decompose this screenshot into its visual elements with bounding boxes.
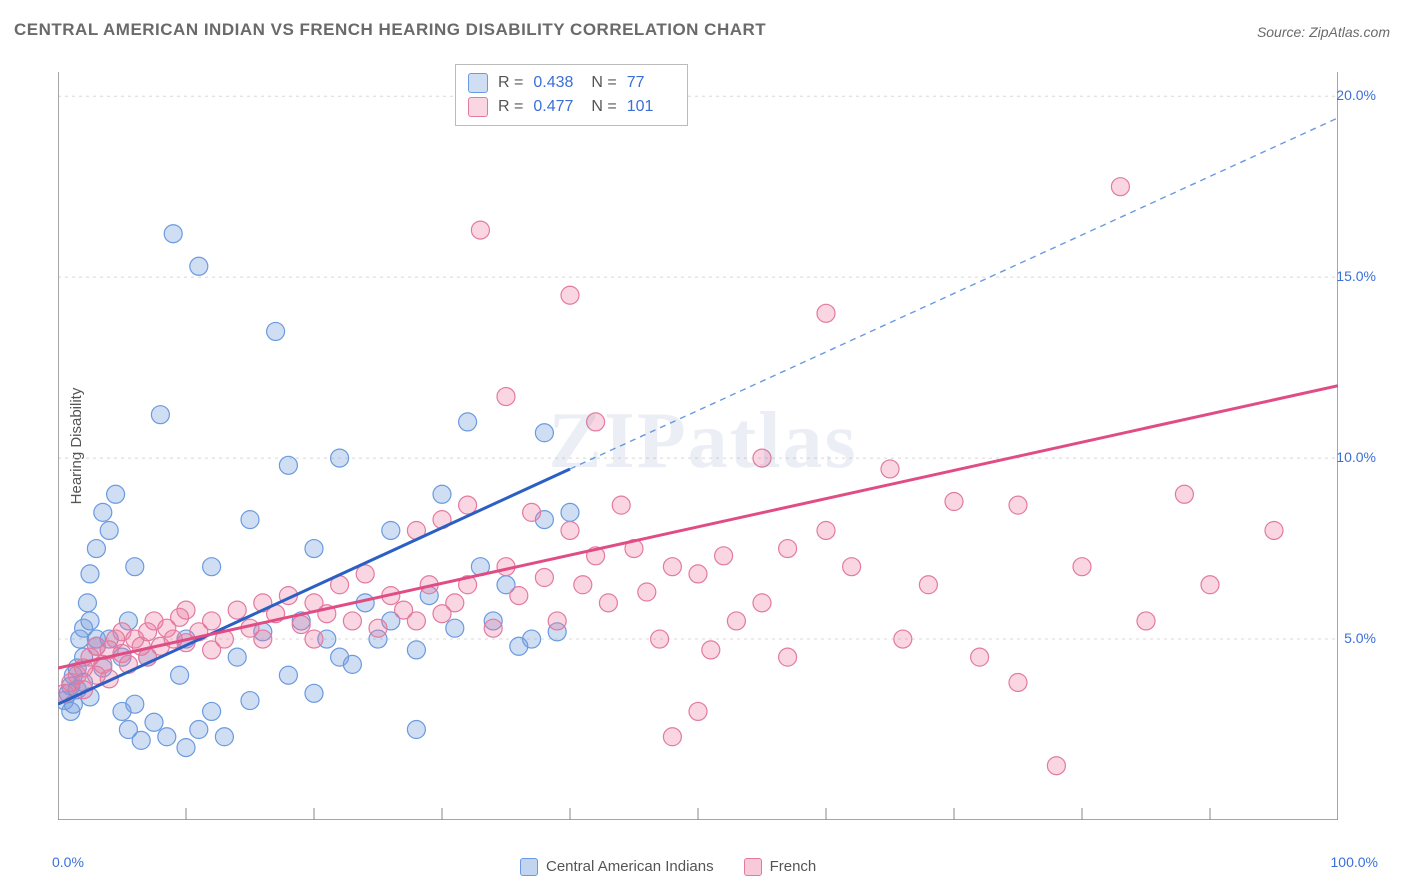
y-tick-label: 20.0% [1336,87,1376,103]
x-tick-label-min: 0.0% [52,854,84,870]
stat-value-r: 0.477 [533,95,581,119]
legend-series: Central American Indians French [520,858,816,876]
stat-value-n: 101 [627,95,675,119]
legend-item: Central American Indians [520,858,714,876]
legend-stats-box: R = 0.438 N = 77 R = 0.477 N = 101 [455,64,688,126]
y-tick-label: 15.0% [1336,268,1376,284]
legend-label: Central American Indians [546,858,714,875]
legend-swatch [468,73,488,93]
legend-stat-row: R = 0.477 N = 101 [468,95,675,119]
stat-value-n: 77 [627,71,675,95]
legend-label: French [770,858,817,875]
chart-title: CENTRAL AMERICAN INDIAN VS FRENCH HEARIN… [14,20,766,40]
stat-label-r: R = [498,95,523,119]
source-label: Source: ZipAtlas.com [1257,24,1390,40]
stat-label-r: R = [498,71,523,95]
scatter-svg [58,60,1338,820]
stat-label-n: N = [591,71,616,95]
x-tick-label-max: 100.0% [1331,854,1378,870]
plot-area [58,60,1338,820]
legend-swatch [744,858,762,876]
legend-stat-row: R = 0.438 N = 77 [468,71,675,95]
legend-swatch [468,97,488,117]
y-axis-labels: 5.0% 10.0% 15.0% 20.0% [1316,60,1376,820]
stat-label-n: N = [591,95,616,119]
legend-item: French [744,858,817,876]
stat-value-r: 0.438 [533,71,581,95]
legend-swatch [520,858,538,876]
y-tick-label: 5.0% [1344,630,1376,646]
y-tick-label: 10.0% [1336,449,1376,465]
chart-container: CENTRAL AMERICAN INDIAN VS FRENCH HEARIN… [0,0,1406,892]
